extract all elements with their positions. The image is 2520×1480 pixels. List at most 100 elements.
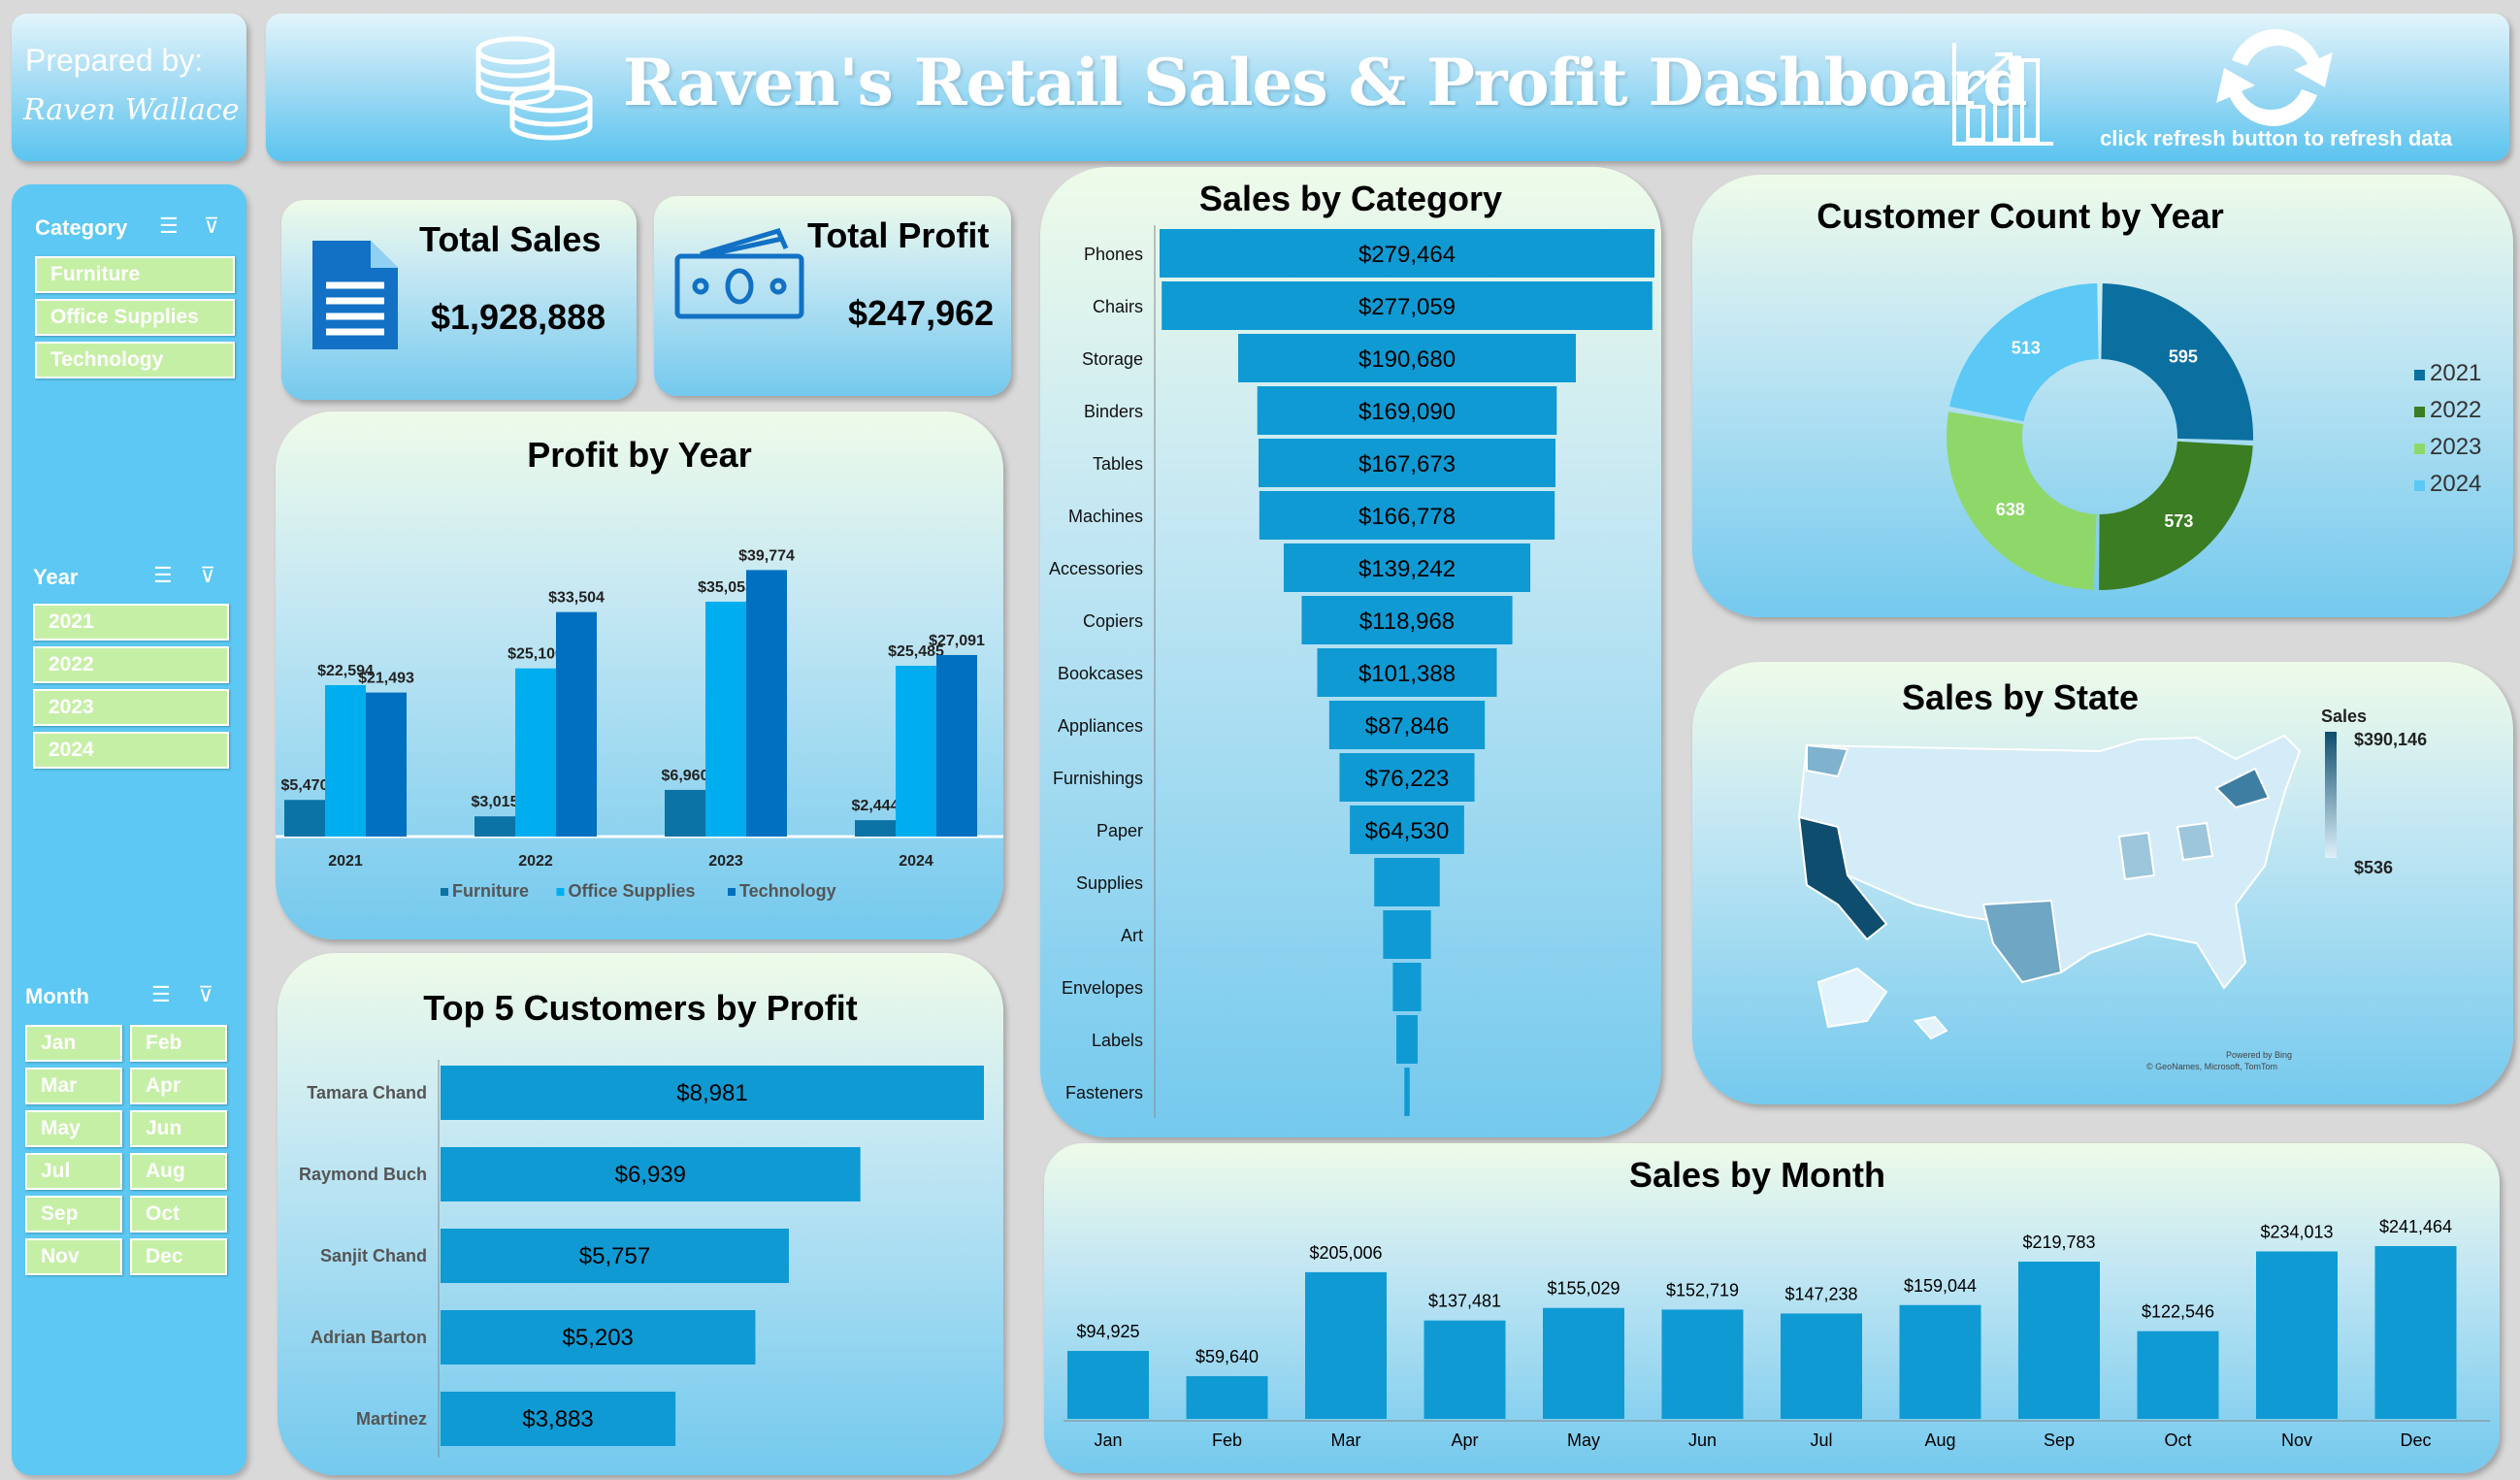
customer-count-panel: Customer Count by Year 595 573 638 513 2021 2… [1692,175,2513,617]
slicer-item-may[interactable]: May [25,1110,122,1147]
category-bar-machines [1259,491,1555,540]
slicer-item-office-supplies[interactable]: Office Supplies [35,299,235,336]
slicer-item-technology[interactable]: Technology [35,342,235,378]
profit-legend-label: Furniture [452,881,529,901]
profit-bar-2024-technology [936,654,977,837]
kpi-total-sales-value: $1,928,888 [431,297,606,337]
category-label: Envelopes [1062,978,1143,998]
slicer-item-oct[interactable]: Oct [130,1196,227,1233]
month-x-tick: Apr [1451,1431,1478,1450]
slicer-item-mar[interactable]: Mar [25,1068,122,1104]
year-clear-filter-icon[interactable]: ⊽ [200,563,216,587]
donut-legend-label: 2021 [2430,360,2481,386]
map-legend-title: Sales [2321,707,2367,726]
slicer-item-dec[interactable]: Dec [130,1238,227,1275]
category-data-label: $167,673 [1358,451,1456,477]
customer-count-chart: 595 573 638 513 2021 2022 2023 2024 [1947,283,2481,590]
month-x-tick: May [1567,1431,1600,1450]
category-data-label: $76,223 [1365,766,1450,792]
donut-legend-swatch [2414,370,2425,380]
category-bar-phones [1160,229,1654,278]
slicer-item-sep[interactable]: Sep [25,1196,122,1233]
sales-by-month-title: Sales by Month [1628,1155,1886,1195]
profit-x-tick: 2023 [708,853,743,870]
top5-bar-1 [441,1147,861,1201]
slicer-item-2023[interactable]: 2023 [33,689,229,726]
month-data-label: $59,640 [1195,1347,1259,1366]
profit-data-label: $35,053 [698,579,754,596]
category-bar-appliances [1328,701,1486,749]
customer-count-title: Customer Count by Year [1816,196,2224,236]
kpi-total-sales: Total Sales $1,928,888 [281,200,637,400]
refresh-hint: click refresh button to refresh data [2100,126,2453,150]
category-data-label: $118,968 [1359,608,1455,635]
month-data-label: $234,013 [2260,1222,2333,1241]
profit-data-label: $6,960 [662,768,709,784]
month-x-tick: Mar [1331,1431,1361,1450]
slicer-item-aug[interactable]: Aug [130,1153,227,1190]
slicer-item-2021[interactable]: 2021 [33,604,229,641]
profit-data-label: $27,091 [929,633,985,649]
category-label: Art [1121,926,1143,945]
category-bar-accessories [1283,543,1531,592]
category-bar-art [1383,910,1431,959]
profit-bar-2024-office-supplies [896,666,936,837]
sales-by-state-title: Sales by State [1901,677,2140,717]
month-bar-jan [1067,1351,1149,1419]
donut-data-label: 638 [1996,500,2025,519]
month-bar-sep [2018,1261,2100,1419]
slicer-item-jan[interactable]: Jan [25,1025,122,1062]
profit-bar-2021-office-supplies [325,684,366,837]
month-x-tick: Aug [1924,1431,1955,1450]
donut-data-label: 595 [2169,347,2198,367]
kpi-total-profit-value: $247,962 [848,293,995,333]
donut-legend-label: 2024 [2430,471,2481,497]
slicer-item-2024[interactable]: 2024 [33,732,229,769]
top5-customers-title: Top 5 Customers by Profit [423,988,858,1028]
category-label: Chairs [1093,297,1143,316]
top5-bar-4 [441,1392,676,1446]
profit-bar-2023-furniture [665,789,705,837]
month-x-tick: Dec [2400,1431,2431,1450]
donut-data-label: 513 [2012,339,2041,358]
slicer-item-feb[interactable]: Feb [130,1025,227,1062]
category-label: Tables [1093,454,1143,474]
month-multiselect-icon[interactable]: ☰ [151,982,171,1006]
profit-bar-2023-technology [746,570,787,837]
profit-legend-swatch [728,888,736,896]
profit-legend-label: Office Supplies [569,881,696,901]
top5-data-label: $8,981 [676,1080,747,1106]
category-clear-filter-icon[interactable]: ⊽ [204,214,220,238]
month-bar-jul [1781,1313,1862,1419]
category-bar-envelopes [1392,963,1422,1011]
profit-bar-2021-furniture [284,800,325,837]
map-credit-bing: Powered by Bing [2226,1050,2292,1060]
year-multiselect-icon[interactable]: ☰ [153,563,173,587]
donut-legend-swatch [2414,407,2425,417]
slicer-item-furniture[interactable]: Furniture [35,256,235,293]
month-slicer-title: Month [25,984,89,1008]
slicer-item-apr[interactable]: Apr [130,1068,227,1104]
profit-x-tick: 2022 [518,853,553,870]
category-multiselect-icon[interactable]: ☰ [159,214,179,238]
donut-slice-2023 [1947,411,2097,590]
growth-chart-icon [1952,43,2053,146]
category-label: Accessories [1049,559,1143,578]
map-legend-max: $390,146 [2354,730,2427,749]
slicer-item-jul[interactable]: Jul [25,1153,122,1190]
donut-slice-2024 [1949,283,2099,422]
slicer-item-nov[interactable]: Nov [25,1238,122,1275]
category-label: Appliances [1058,716,1143,736]
month-x-tick: Nov [2281,1431,2312,1450]
kpi-total-sales-label: Total Sales [419,219,602,259]
refresh-icon[interactable] [2207,19,2342,136]
slicer-item-2022[interactable]: 2022 [33,646,229,683]
profit-data-label: $33,504 [548,590,605,607]
month-data-label: $219,783 [2022,1233,2095,1252]
top5-data-label: $3,883 [522,1406,593,1432]
month-data-label: $137,481 [1428,1292,1501,1311]
slicer-item-jun[interactable]: Jun [130,1110,227,1147]
month-data-label: $205,006 [1309,1243,1382,1263]
month-clear-filter-icon[interactable]: ⊽ [198,982,214,1006]
month-x-tick: Jul [1810,1431,1832,1450]
